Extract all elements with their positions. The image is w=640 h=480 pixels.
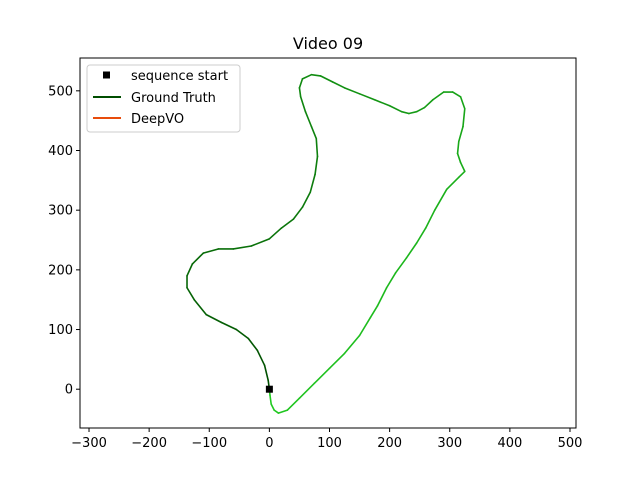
x-tick-label: −100 — [191, 436, 227, 451]
line-segment — [451, 91, 462, 98]
line-segment — [298, 87, 302, 98]
line-segment — [415, 106, 426, 113]
x-tick-label: 0 — [265, 436, 273, 451]
line-segment — [405, 242, 418, 259]
line-segment — [456, 140, 460, 155]
line-segment — [358, 93, 376, 101]
line-segment — [298, 78, 304, 89]
line-segment — [408, 110, 418, 115]
line-segment — [301, 73, 313, 80]
x-tick-label: −300 — [71, 436, 107, 451]
x-tick-label: −200 — [131, 436, 167, 451]
line-segment — [319, 75, 334, 83]
line-segment — [268, 227, 283, 240]
y-tick-label: 100 — [48, 323, 73, 338]
line-segment — [343, 87, 361, 95]
line-segment — [270, 403, 275, 411]
line-segment — [247, 337, 259, 352]
y-tick-label: 500 — [48, 84, 73, 99]
legend: sequence start Ground Truth DeepVO — [86, 64, 241, 133]
line-segment — [186, 286, 196, 301]
line-segment — [193, 298, 208, 316]
plot-frame — [79, 57, 577, 429]
line-segment — [273, 409, 280, 414]
line-segment — [202, 248, 220, 254]
line-segment — [314, 155, 319, 176]
line-segment — [369, 304, 379, 319]
legend-box — [86, 64, 241, 133]
line-segment — [250, 238, 271, 247]
x-tick-label: 300 — [437, 436, 462, 451]
x-tick-label: 200 — [377, 436, 402, 451]
line-segment — [315, 137, 319, 158]
line-segment — [432, 91, 445, 101]
line-segment — [263, 364, 269, 382]
legend-label-deepvo: DeepVO — [131, 112, 184, 127]
line-segment — [235, 328, 250, 340]
line-segment — [309, 173, 316, 194]
x-tick-label: 100 — [317, 436, 342, 451]
line-segment — [358, 316, 372, 337]
line-segment — [394, 257, 408, 274]
legend-marker-start — [103, 71, 110, 79]
line-segment — [220, 321, 238, 331]
line-segment — [459, 161, 466, 173]
line-segment — [299, 95, 307, 113]
y-tick-label: 400 — [48, 144, 73, 159]
x-tick-label: 500 — [558, 436, 583, 451]
y-tick-label: 300 — [48, 204, 73, 219]
line-segment — [385, 272, 397, 289]
line-segment — [298, 382, 316, 399]
line-segment — [459, 95, 466, 110]
series-lines — [186, 73, 466, 414]
legend-label-start: sequence start — [131, 69, 228, 84]
line-segment — [310, 73, 322, 77]
line-segment — [313, 367, 331, 385]
line-segment — [328, 352, 346, 370]
line-segment — [286, 397, 301, 411]
y-axis: 0 100 200 300 400 500 — [48, 84, 80, 398]
line-segment — [304, 110, 313, 128]
line-segment — [424, 209, 436, 229]
y-tick-label: 200 — [48, 263, 73, 278]
line-segment — [186, 263, 194, 277]
line-segment — [445, 176, 460, 191]
line-segment — [457, 125, 464, 143]
sequence-start-marker — [265, 385, 273, 393]
line-segment — [423, 98, 434, 109]
line-segment — [331, 81, 346, 89]
line-segment — [280, 218, 295, 229]
line-segment — [373, 98, 391, 107]
line-segment — [388, 104, 403, 113]
legend-label-ground-truth: Ground Truth — [131, 91, 216, 106]
line-segment — [301, 191, 312, 208]
line-segment — [277, 409, 289, 414]
line-segment — [269, 394, 272, 405]
start-marker-layer — [265, 385, 273, 393]
line-segment — [400, 110, 410, 115]
chart-title: Video 09 — [293, 34, 363, 53]
x-axis: −300 −200 −100 0 100 200 300 400 500 — [71, 428, 582, 451]
x-tick-label: 400 — [497, 436, 522, 451]
line-segment — [232, 245, 253, 250]
line-segment — [205, 313, 223, 324]
line-segment — [457, 170, 466, 179]
line-segment — [256, 349, 266, 367]
line-segment — [462, 107, 466, 128]
line-segment — [376, 286, 388, 307]
line-segment — [191, 252, 205, 265]
line-segment — [415, 227, 427, 244]
series-line-ground-truth — [186, 73, 466, 414]
line-segment — [433, 188, 448, 211]
y-tick-label: 0 — [65, 383, 73, 398]
line-segment — [456, 152, 462, 164]
line-segment — [343, 334, 361, 355]
line-segment — [310, 125, 318, 140]
line-segment — [292, 206, 304, 220]
